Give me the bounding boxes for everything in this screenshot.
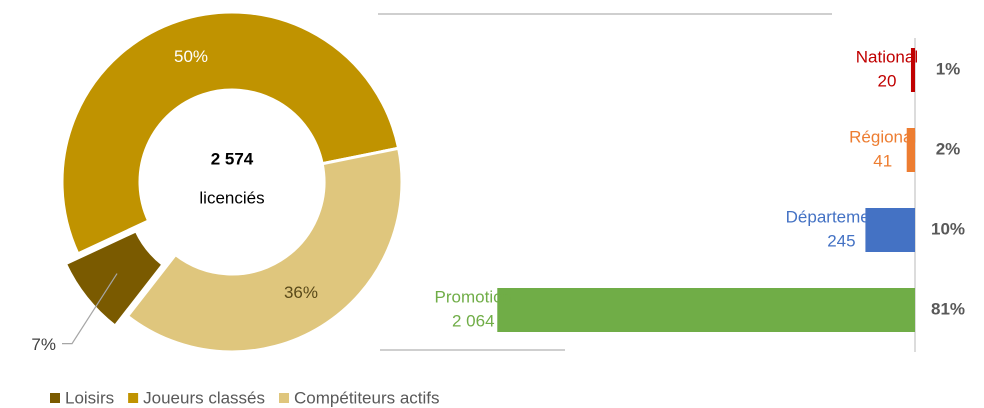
share-label: 2% xyxy=(936,139,961,158)
category-label: Promotion xyxy=(435,287,512,306)
bar xyxy=(865,208,915,252)
legend-label: Joueurs classés xyxy=(143,388,265,407)
category-label: Départemental xyxy=(786,207,898,226)
donut-slice xyxy=(125,146,404,354)
category-label: National xyxy=(856,47,918,66)
center-text: licenciés xyxy=(199,188,264,207)
value-label: 20 xyxy=(877,71,896,90)
data-label: 7% xyxy=(31,335,56,354)
value-label: 245 xyxy=(827,231,855,250)
share-label: 81% xyxy=(931,299,965,318)
legend-swatch xyxy=(128,393,139,403)
share-label: 1% xyxy=(936,59,961,78)
data-label: 36% xyxy=(284,283,318,302)
donut-slice xyxy=(60,10,401,256)
total-label: 2 574 xyxy=(211,149,254,168)
legend-label: Compétiteurs actifs xyxy=(294,388,440,407)
legend-swatch xyxy=(50,393,60,403)
leader-line xyxy=(62,273,118,345)
category-label: Régional xyxy=(849,127,916,146)
bar xyxy=(910,48,915,92)
legend-label: Loisirs xyxy=(65,388,114,407)
legend-swatch xyxy=(279,393,290,403)
value-label: 2 064 xyxy=(452,311,495,330)
value-label: 41 xyxy=(873,151,892,170)
bar xyxy=(906,128,915,172)
share-label: 10% xyxy=(931,219,965,238)
data-label: 50% xyxy=(174,47,208,66)
bar xyxy=(497,288,915,332)
